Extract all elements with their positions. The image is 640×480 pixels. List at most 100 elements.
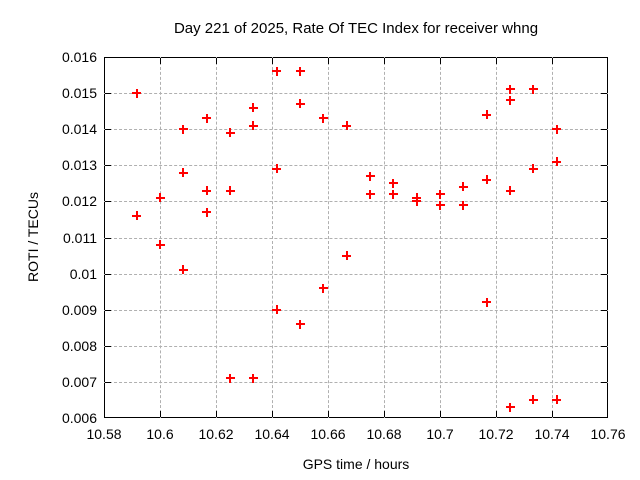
data-point-marker bbox=[202, 186, 212, 196]
x-tick-mark bbox=[272, 411, 273, 417]
data-point-marker bbox=[412, 196, 422, 206]
y-tick-mark bbox=[105, 381, 111, 383]
x-tick-label: 10.62 bbox=[198, 426, 234, 442]
data-point-marker bbox=[178, 168, 188, 178]
x-tick-label: 10.7 bbox=[426, 426, 454, 442]
x-tick-label: 10.6 bbox=[146, 426, 174, 442]
data-point-marker bbox=[178, 265, 188, 275]
data-point-marker bbox=[225, 186, 235, 196]
x-tick-mark bbox=[440, 58, 441, 64]
y-tick-label: 0.006 bbox=[61, 410, 97, 426]
data-point-marker bbox=[342, 251, 352, 261]
x-tick-mark bbox=[384, 411, 385, 417]
data-point-marker bbox=[202, 207, 212, 217]
data-point-marker bbox=[132, 88, 142, 98]
y-tick-mark bbox=[601, 165, 607, 167]
x-tick-mark bbox=[552, 411, 553, 417]
data-point-marker bbox=[342, 121, 352, 131]
data-point-marker bbox=[482, 297, 492, 307]
y-gridline bbox=[104, 345, 608, 347]
y-tick-mark bbox=[601, 93, 607, 95]
data-point-marker bbox=[272, 164, 282, 174]
data-point-marker bbox=[482, 175, 492, 185]
x-tick-mark bbox=[328, 58, 329, 64]
data-point-marker bbox=[202, 113, 212, 123]
chart-title: Day 221 of 2025, Rate Of TEC Index for r… bbox=[173, 20, 539, 37]
y-gridline bbox=[104, 309, 608, 311]
x-tick-label: 10.76 bbox=[590, 426, 626, 442]
data-point-marker bbox=[318, 113, 328, 123]
y-tick-label: 0.007 bbox=[61, 373, 97, 390]
y-tick-label: 0.014 bbox=[61, 121, 97, 138]
y-gridline bbox=[104, 201, 608, 203]
y-gridline bbox=[104, 129, 608, 131]
x-tick-mark bbox=[216, 411, 217, 417]
y-tick-mark bbox=[105, 93, 111, 95]
data-point-marker bbox=[132, 211, 142, 221]
data-point-marker bbox=[505, 84, 515, 94]
y-tick-label: 0.011 bbox=[63, 229, 97, 246]
data-point-marker bbox=[505, 402, 515, 412]
x-tick-mark bbox=[496, 411, 497, 417]
data-point-marker bbox=[435, 200, 445, 210]
data-point-marker bbox=[388, 178, 398, 188]
data-point-marker bbox=[178, 124, 188, 134]
y-tick-label: 0.015 bbox=[61, 85, 97, 102]
x-tick-mark bbox=[496, 58, 497, 64]
y-tick-mark bbox=[105, 309, 111, 311]
y-tick-mark bbox=[105, 201, 111, 203]
data-point-marker bbox=[528, 395, 538, 405]
x-tick-mark bbox=[160, 58, 161, 64]
data-point-marker bbox=[435, 189, 445, 199]
y-gridline bbox=[104, 165, 608, 167]
data-point-marker bbox=[388, 189, 398, 199]
x-tick-label: 10.74 bbox=[534, 426, 570, 442]
y-gridline bbox=[104, 273, 608, 275]
x-tick-label: 10.64 bbox=[254, 426, 290, 442]
data-point-marker bbox=[248, 373, 258, 383]
data-point-marker bbox=[528, 164, 538, 174]
y-tick-label: 0.016 bbox=[61, 49, 97, 65]
y-gridline bbox=[104, 237, 608, 239]
x-tick-label: 10.72 bbox=[478, 426, 514, 442]
y-tick-label: 0.008 bbox=[61, 337, 97, 354]
data-point-marker bbox=[505, 95, 515, 105]
x-tick-mark bbox=[216, 58, 217, 64]
x-tick-label: 10.58 bbox=[86, 426, 122, 442]
data-point-marker bbox=[272, 305, 282, 315]
y-tick-mark bbox=[601, 309, 607, 311]
data-point-marker bbox=[505, 186, 515, 196]
data-point-marker bbox=[295, 66, 305, 76]
y-tick-mark bbox=[105, 165, 111, 167]
y-tick-mark bbox=[601, 237, 607, 239]
x-tick-mark bbox=[272, 58, 273, 64]
data-point-marker bbox=[482, 110, 492, 120]
data-point-marker bbox=[458, 182, 468, 192]
y-tick-mark bbox=[601, 273, 607, 275]
y-tick-label: 0.01 bbox=[69, 265, 97, 282]
y-tick-mark bbox=[601, 129, 607, 131]
y-tick-mark bbox=[105, 345, 111, 347]
data-point-marker bbox=[248, 103, 258, 113]
data-point-marker bbox=[552, 124, 562, 134]
data-point-marker bbox=[365, 171, 375, 181]
data-point-marker bbox=[248, 121, 258, 131]
y-gridline bbox=[104, 93, 608, 95]
x-tick-mark bbox=[384, 58, 385, 64]
data-point-marker bbox=[225, 128, 235, 138]
x-tick-mark bbox=[552, 58, 553, 64]
data-point-marker bbox=[155, 240, 165, 250]
data-point-marker bbox=[272, 66, 282, 76]
y-gridline bbox=[104, 381, 608, 383]
y-tick-mark bbox=[105, 237, 111, 239]
y-tick-label: 0.009 bbox=[61, 301, 97, 318]
data-point-marker bbox=[295, 99, 305, 109]
data-point-marker bbox=[458, 200, 468, 210]
y-tick-mark bbox=[601, 201, 607, 203]
y-tick-mark bbox=[105, 129, 111, 131]
y-tick-mark bbox=[601, 381, 607, 383]
x-tick-mark bbox=[328, 411, 329, 417]
data-point-marker bbox=[552, 157, 562, 167]
x-tick-label: 10.68 bbox=[366, 426, 402, 442]
